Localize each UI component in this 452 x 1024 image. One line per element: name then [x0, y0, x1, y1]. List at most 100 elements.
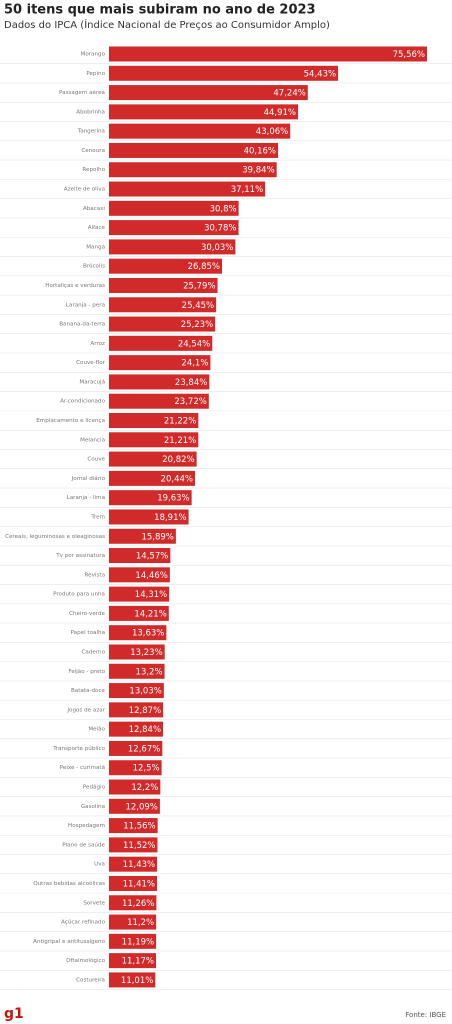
bar	[109, 953, 157, 969]
y-tick-label: Jornal diário	[71, 475, 106, 482]
value-label: 11,26%	[122, 899, 154, 909]
y-tick-label: Cenoura	[81, 148, 105, 154]
bar	[109, 46, 427, 62]
y-tick-label: Açúcar refinado	[61, 919, 106, 926]
value-label: 12,84%	[129, 725, 161, 735]
bar	[109, 798, 160, 814]
value-label: 13,63%	[132, 629, 164, 639]
bar	[109, 625, 167, 641]
y-tick-label: Hospedagem	[68, 823, 105, 829]
y-tick-label: Antigripal e antitussígeno	[33, 938, 105, 945]
value-label: 30,8%	[210, 204, 237, 214]
value-label: 21,21%	[164, 436, 196, 446]
y-tick-label: Pepino	[86, 71, 105, 77]
chart-title: 50 itens que mais subiram no ano de 2023	[4, 3, 316, 18]
y-tick-label: Couve-flor	[76, 360, 106, 366]
value-label: 26,85%	[188, 262, 220, 272]
value-label: 75,56%	[393, 50, 425, 60]
value-label: 11,41%	[123, 879, 155, 889]
bar	[109, 548, 171, 564]
y-tick-label: Sorvete	[83, 900, 105, 906]
value-label: 24,1%	[181, 359, 208, 369]
y-tick-label: Oftalmológico	[66, 957, 105, 964]
y-tick-label: Jogos de azar	[66, 707, 105, 713]
y-tick-label: Pedágio	[83, 784, 106, 791]
value-label: 12,09%	[125, 802, 157, 812]
value-label: 11,52%	[123, 841, 155, 851]
value-label: 15,89%	[141, 532, 173, 542]
y-tick-label: Ar-condicionado	[60, 399, 106, 405]
bar	[109, 895, 157, 911]
y-tick-label: Alface	[88, 225, 106, 231]
value-label: 21,22%	[164, 417, 196, 427]
bar	[109, 567, 170, 583]
bar	[109, 181, 266, 197]
y-tick-label: Brócolis	[83, 263, 105, 270]
value-label: 12,5%	[133, 764, 160, 774]
source: Fonte: IBGE	[405, 1011, 446, 1019]
y-tick-label: Tv por assinatura	[55, 553, 105, 559]
y-tick-label: Melão	[88, 727, 105, 733]
value-label: 44,91%	[264, 108, 296, 118]
y-tick-label: Peixe - curimatã	[60, 765, 105, 771]
value-label: 20,44%	[161, 474, 193, 484]
bar	[109, 663, 165, 679]
bar	[109, 374, 210, 390]
y-tick-label: Costureira	[76, 977, 105, 983]
bar	[109, 509, 189, 525]
chart-subtitle: Dados do IPCA (Índice Nacional de Preços…	[4, 18, 330, 31]
value-label: 39,84%	[242, 166, 274, 176]
bar	[109, 123, 291, 139]
value-label: 23,72%	[174, 397, 206, 407]
value-label: 19,63%	[157, 494, 189, 504]
value-label: 25,45%	[182, 301, 214, 311]
value-label: 12,2%	[131, 783, 158, 793]
value-label: 14,57%	[136, 552, 168, 562]
bar	[109, 470, 196, 486]
y-tick-label: Plano de saúde	[62, 841, 105, 848]
bar	[109, 721, 164, 737]
y-tick-label: Cereais, leguminosas e oleaginosas	[5, 534, 105, 540]
bar	[109, 644, 165, 660]
bar	[109, 683, 164, 699]
value-label: 11,43%	[123, 860, 155, 870]
bar	[109, 142, 279, 158]
bar	[109, 779, 161, 795]
bar	[109, 528, 176, 544]
bar	[109, 220, 239, 236]
value-label: 13,23%	[130, 648, 162, 658]
y-tick-label: Abacaxi	[83, 206, 106, 212]
bar	[109, 335, 213, 351]
bar	[109, 837, 158, 853]
value-label: 24,54%	[178, 339, 210, 349]
y-tick-label: Trem	[90, 514, 105, 520]
y-tick-label: Tangerina	[77, 129, 105, 135]
bar	[109, 297, 217, 313]
y-tick-label: Outras bebidas alcoólicas	[33, 880, 105, 887]
bar	[109, 914, 157, 930]
value-label: 12,67%	[128, 744, 160, 754]
y-tick-label: Banana-da-terra	[59, 322, 105, 328]
y-tick-label: Revista	[85, 572, 105, 578]
bar	[109, 933, 157, 949]
bar	[109, 875, 158, 891]
value-label: 47,24%	[273, 89, 305, 99]
y-tick-label: Passagem aérea	[59, 89, 105, 96]
value-label: 12,87%	[129, 706, 161, 716]
bar	[109, 451, 197, 467]
value-label: 14,21%	[134, 609, 166, 619]
y-tick-label: Repolho	[82, 167, 105, 173]
bar	[109, 818, 158, 834]
value-label: 25,79%	[183, 281, 215, 291]
y-tick-label: Arroz	[90, 341, 105, 347]
value-label: 23,84%	[175, 378, 207, 388]
bar	[109, 856, 158, 872]
value-label: 20,82%	[162, 455, 194, 465]
y-tick-label: Papel toalha	[71, 630, 105, 636]
logo: g1	[4, 1006, 24, 1022]
value-label: 25,23%	[181, 320, 213, 330]
value-label: 13,2%	[136, 667, 163, 677]
y-tick-label: Maracujá	[79, 378, 105, 385]
y-tick-label: Abobrinha	[76, 109, 105, 115]
value-label: 14,46%	[135, 571, 167, 581]
